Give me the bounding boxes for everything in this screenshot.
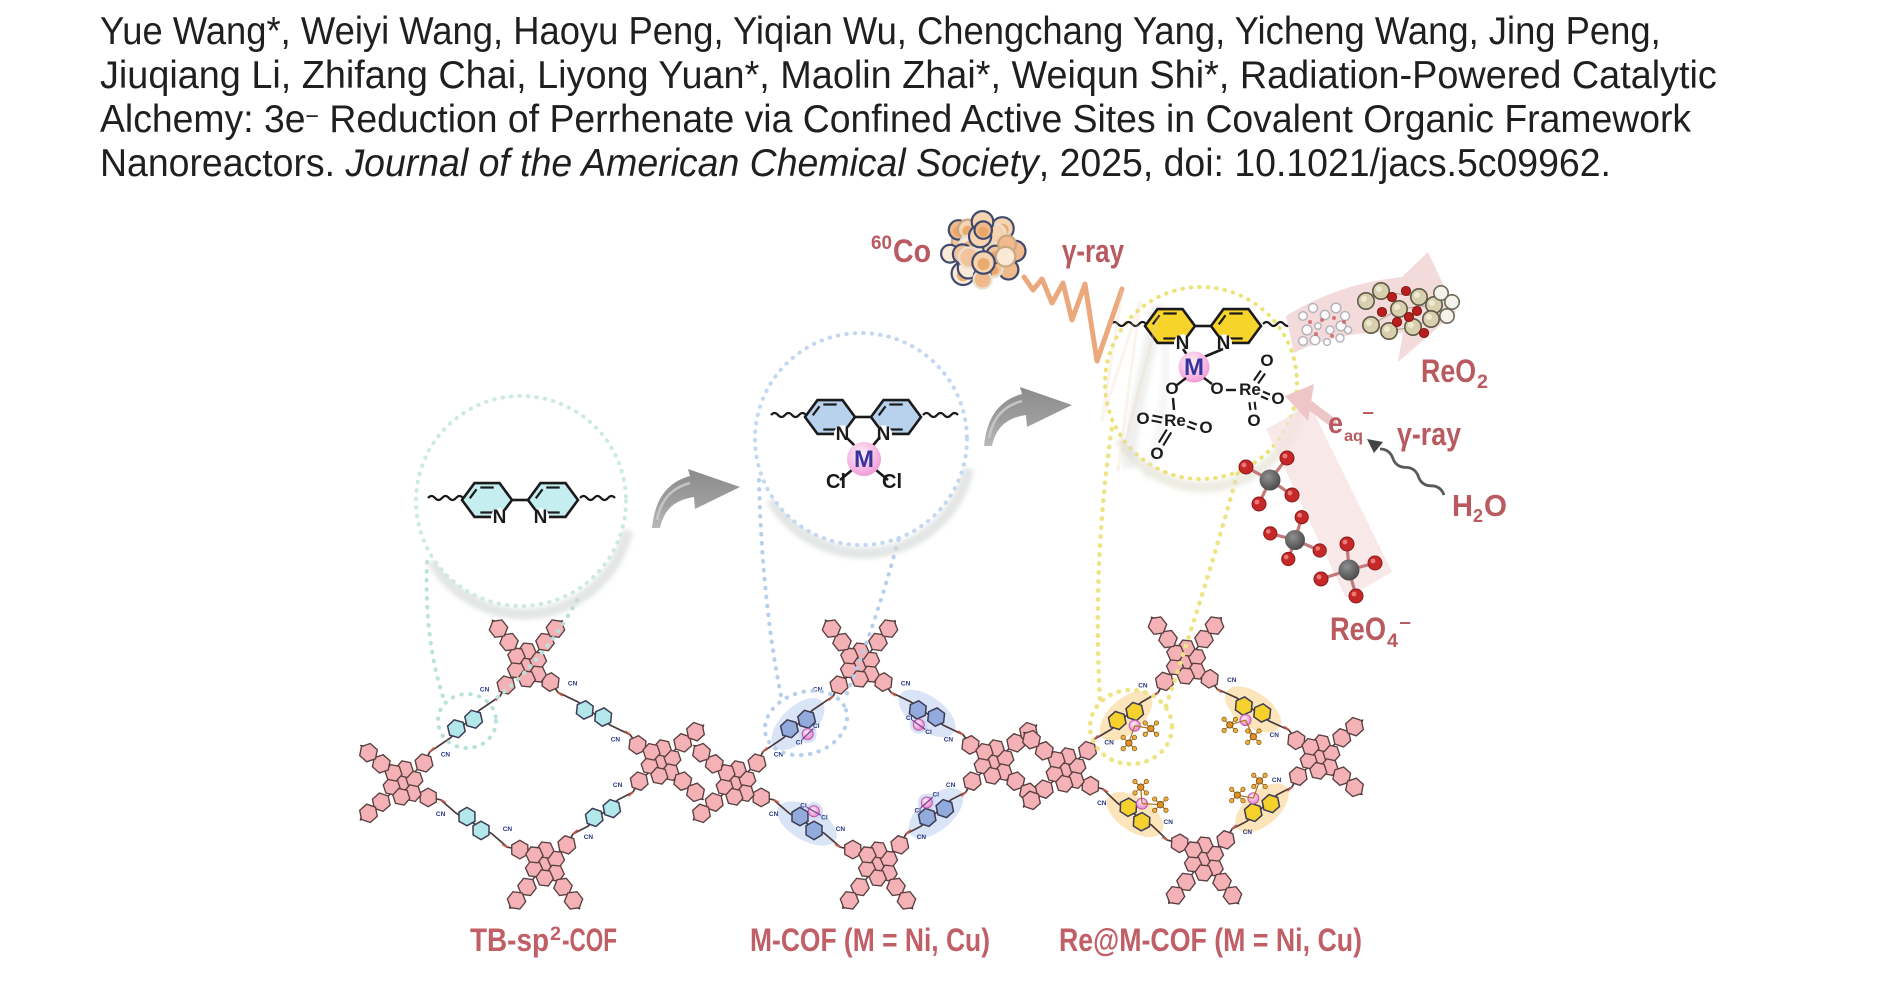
svg-text:H: H: [1452, 488, 1473, 523]
svg-text:-COF: -COF: [562, 922, 617, 958]
svg-text:2: 2: [1473, 506, 1483, 526]
svg-text:N: N: [1217, 333, 1231, 354]
svg-text:O: O: [1484, 488, 1507, 523]
svg-text:CN: CN: [774, 752, 784, 759]
svg-text:CN: CN: [901, 681, 911, 688]
svg-text:2: 2: [550, 924, 561, 945]
svg-text:N: N: [1176, 333, 1190, 354]
svg-text:Cl: Cl: [925, 729, 932, 736]
svg-text:O: O: [1150, 444, 1163, 463]
svg-text:γ-ray: γ-ray: [1397, 416, 1461, 452]
svg-text:O: O: [1199, 418, 1212, 437]
svg-text:M: M: [1184, 354, 1204, 381]
svg-text:γ-ray: γ-ray: [1062, 233, 1124, 269]
svg-text:Cl: Cl: [882, 471, 902, 493]
svg-text:O: O: [1260, 351, 1273, 370]
svg-text:Cl: Cl: [821, 814, 828, 821]
svg-text:CN: CN: [503, 826, 513, 833]
svg-text:CN: CN: [568, 681, 578, 688]
svg-text:CN: CN: [1272, 777, 1282, 784]
svg-text:CN: CN: [436, 811, 446, 818]
svg-text:CN: CN: [917, 834, 927, 841]
svg-text:O: O: [1247, 411, 1260, 430]
svg-text:Cl: Cl: [906, 715, 913, 722]
svg-text:CN: CN: [769, 811, 779, 818]
svg-text:Co: Co: [893, 233, 931, 269]
svg-text:N: N: [493, 507, 507, 528]
svg-text:CN: CN: [1270, 732, 1280, 739]
svg-text:CN: CN: [1227, 677, 1237, 684]
svg-text:CN: CN: [611, 736, 621, 743]
svg-text:CN: CN: [1243, 829, 1253, 836]
svg-text:TB-sp: TB-sp: [470, 922, 549, 958]
svg-text:aq: aq: [1344, 428, 1363, 445]
svg-text:M: M: [854, 446, 874, 473]
svg-text:Cl: Cl: [796, 739, 803, 746]
svg-text:Re: Re: [1164, 411, 1186, 430]
svg-text:CN: CN: [946, 782, 956, 789]
svg-text:ReO: ReO: [1421, 353, 1476, 389]
svg-text:CN: CN: [1097, 800, 1107, 807]
svg-text:O: O: [1271, 389, 1284, 408]
svg-text:CN: CN: [584, 834, 594, 841]
svg-text:−: −: [1399, 613, 1411, 633]
svg-text:M-COF (M = Ni, Cu): M-COF (M = Ni, Cu): [750, 922, 990, 958]
svg-text:Cl: Cl: [813, 723, 820, 730]
svg-text:Re: Re: [1239, 380, 1261, 399]
svg-text:N: N: [836, 424, 850, 445]
svg-text:2: 2: [1477, 372, 1488, 393]
svg-text:e: e: [1328, 407, 1343, 440]
svg-text:O: O: [1136, 409, 1149, 428]
svg-text:60: 60: [871, 233, 892, 254]
svg-text:CN: CN: [836, 826, 846, 833]
svg-text:ReO: ReO: [1330, 611, 1386, 647]
svg-text:Re@M-COF (M = Ni, Cu): Re@M-COF (M = Ni, Cu): [1059, 922, 1362, 958]
svg-text:Cl: Cl: [826, 471, 846, 493]
svg-text:Cl: Cl: [800, 802, 807, 809]
svg-text:CN: CN: [944, 736, 954, 743]
svg-text:Cl: Cl: [933, 792, 940, 799]
svg-text:4: 4: [1387, 631, 1398, 652]
svg-text:CN: CN: [1104, 740, 1114, 747]
svg-text:N: N: [877, 424, 891, 445]
svg-text:Cl: Cl: [914, 807, 921, 814]
svg-text:O: O: [1165, 379, 1178, 398]
svg-text:CN: CN: [1138, 682, 1148, 689]
svg-text:CN: CN: [1164, 819, 1174, 826]
svg-text:N: N: [534, 507, 548, 528]
svg-text:CN: CN: [441, 752, 451, 759]
svg-text:CN: CN: [813, 687, 823, 694]
svg-text:CN: CN: [613, 782, 623, 789]
svg-text:CN: CN: [480, 687, 490, 694]
svg-text:O: O: [1210, 379, 1223, 398]
svg-text:−: −: [1362, 403, 1374, 423]
